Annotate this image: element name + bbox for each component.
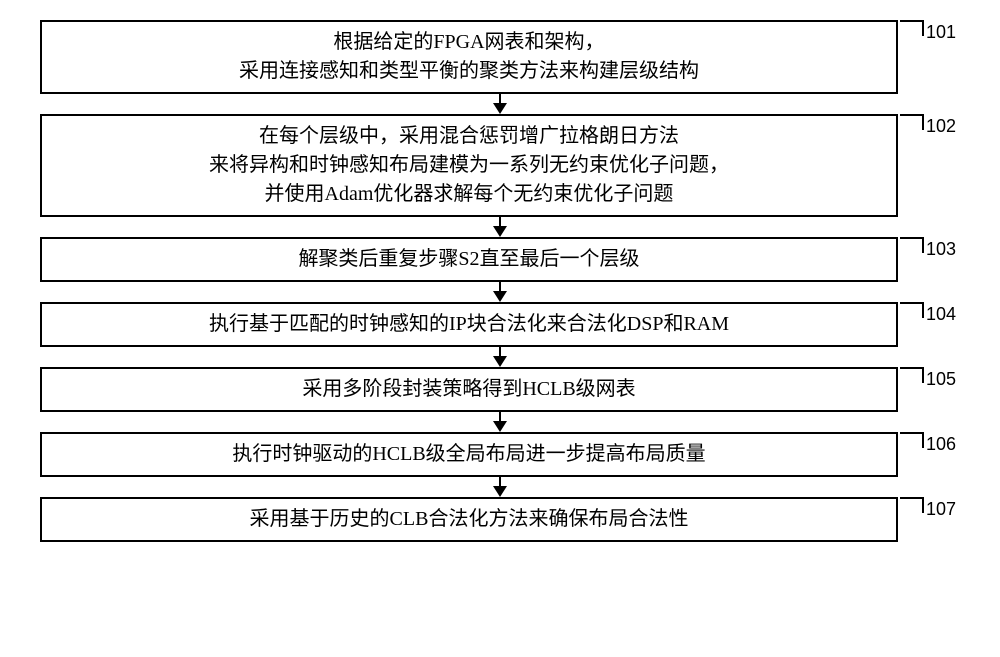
step-label: 106: [926, 434, 956, 455]
label-tick: [900, 432, 922, 434]
step-row: 采用基于历史的CLB合法化方法来确保布局合法性 107: [40, 497, 960, 542]
step-text: 解聚类后重复步骤S2直至最后一个层级: [298, 245, 639, 274]
label-bend: [922, 20, 924, 36]
label-bend: [922, 302, 924, 318]
label-tick: [900, 302, 922, 304]
step-label: 103: [926, 239, 956, 260]
step-row: 执行基于匹配的时钟感知的IP块合法化来合法化DSP和RAM 104: [40, 302, 960, 347]
arrow-icon: [493, 282, 507, 302]
label-tick: [900, 497, 922, 499]
label-bend: [922, 432, 924, 448]
step-text: 采用多阶段封装策略得到HCLB级网表: [302, 375, 635, 404]
step-box-104: 执行基于匹配的时钟感知的IP块合法化来合法化DSP和RAM: [40, 302, 898, 347]
step-row: 根据给定的FPGA网表和架构， 采用连接感知和类型平衡的聚类方法来构建层级结构 …: [40, 20, 960, 94]
arrow-icon: [493, 217, 507, 237]
arrow-icon: [493, 477, 507, 497]
step-box-105: 采用多阶段封装策略得到HCLB级网表: [40, 367, 898, 412]
step-box-106: 执行时钟驱动的HCLB级全局布局进一步提高布局质量: [40, 432, 898, 477]
label-tick: [900, 237, 922, 239]
step-row: 解聚类后重复步骤S2直至最后一个层级 103: [40, 237, 960, 282]
label-bend: [922, 497, 924, 513]
step-label: 104: [926, 304, 956, 325]
step-text: 在每个层级中，采用混合惩罚增广拉格朗日方法: [259, 122, 679, 151]
step-box-103: 解聚类后重复步骤S2直至最后一个层级: [40, 237, 898, 282]
step-text: 执行基于匹配的时钟感知的IP块合法化来合法化DSP和RAM: [209, 310, 729, 339]
label-bend: [922, 114, 924, 130]
step-label: 105: [926, 369, 956, 390]
step-label: 101: [926, 22, 956, 43]
step-text: 并使用Adam优化器求解每个无约束优化子问题: [265, 180, 674, 209]
label-tick: [900, 114, 922, 116]
label-bend: [922, 237, 924, 253]
arrow-icon: [493, 94, 507, 114]
step-label: 102: [926, 116, 956, 137]
arrow-icon: [493, 412, 507, 432]
step-box-101: 根据给定的FPGA网表和架构， 采用连接感知和类型平衡的聚类方法来构建层级结构: [40, 20, 898, 94]
arrow-icon: [493, 347, 507, 367]
label-tick: [900, 367, 922, 369]
step-row: 执行时钟驱动的HCLB级全局布局进一步提高布局质量 106: [40, 432, 960, 477]
step-text: 采用连接感知和类型平衡的聚类方法来构建层级结构: [239, 57, 699, 86]
label-tick: [900, 20, 922, 22]
step-row: 在每个层级中，采用混合惩罚增广拉格朗日方法 来将异构和时钟感知布局建模为一系列无…: [40, 114, 960, 217]
step-text: 执行时钟驱动的HCLB级全局布局进一步提高布局质量: [232, 440, 705, 469]
step-label: 107: [926, 499, 956, 520]
step-box-107: 采用基于历史的CLB合法化方法来确保布局合法性: [40, 497, 898, 542]
label-bend: [922, 367, 924, 383]
step-text: 来将异构和时钟感知布局建模为一系列无约束优化子问题，: [209, 151, 729, 180]
step-row: 采用多阶段封装策略得到HCLB级网表 105: [40, 367, 960, 412]
flowchart: 根据给定的FPGA网表和架构， 采用连接感知和类型平衡的聚类方法来构建层级结构 …: [40, 20, 960, 542]
step-text: 采用基于历史的CLB合法化方法来确保布局合法性: [250, 505, 689, 534]
step-text: 根据给定的FPGA网表和架构，: [333, 28, 604, 57]
step-box-102: 在每个层级中，采用混合惩罚增广拉格朗日方法 来将异构和时钟感知布局建模为一系列无…: [40, 114, 898, 217]
